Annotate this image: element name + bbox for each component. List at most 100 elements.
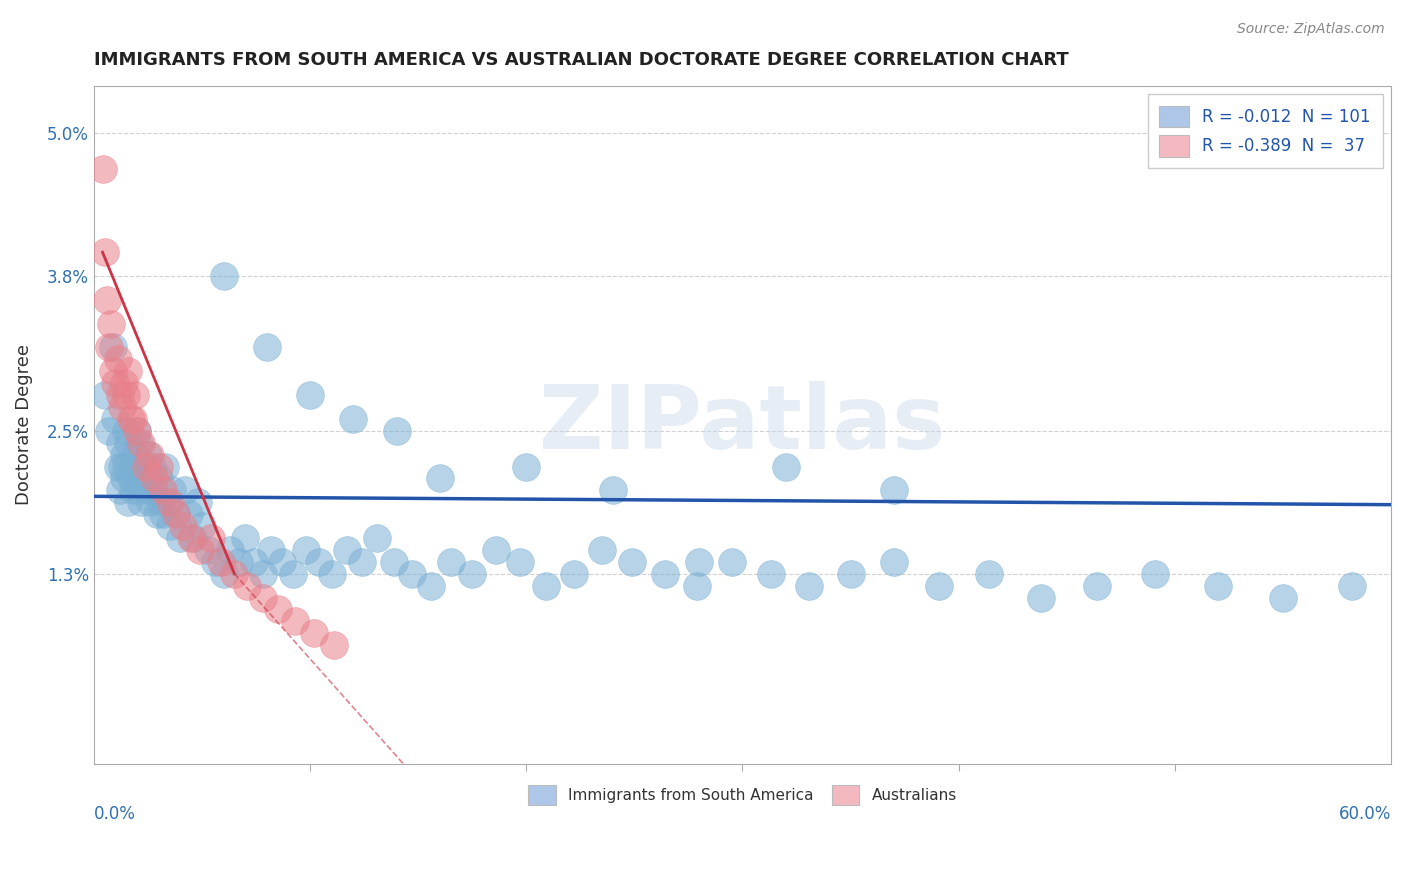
Point — [93, 245, 115, 260]
Point — [173, 483, 195, 498]
Point — [243, 555, 266, 569]
Point — [799, 579, 821, 593]
Point — [883, 555, 905, 569]
Point — [191, 519, 214, 533]
Point — [107, 459, 129, 474]
Point — [883, 483, 905, 498]
Y-axis label: Doctorate Degree: Doctorate Degree — [15, 344, 32, 506]
Point — [121, 412, 143, 426]
Point — [108, 435, 131, 450]
Point — [366, 531, 388, 545]
Point — [93, 388, 115, 402]
Point — [271, 555, 294, 569]
Point — [515, 459, 537, 474]
Point — [839, 566, 862, 581]
Point — [131, 435, 153, 450]
Point — [1144, 566, 1167, 581]
Point — [149, 495, 172, 509]
Point — [233, 531, 256, 545]
Point — [322, 638, 344, 652]
Point — [127, 424, 149, 438]
Point — [100, 317, 122, 331]
Point — [260, 543, 283, 558]
Point — [181, 531, 204, 545]
Point — [120, 471, 142, 485]
Point — [219, 543, 242, 558]
Point — [148, 471, 170, 485]
Point — [224, 566, 246, 581]
Point — [143, 471, 166, 485]
Point — [108, 388, 131, 402]
Point — [111, 459, 134, 474]
Point — [141, 459, 163, 474]
Point — [121, 459, 143, 474]
Point — [304, 626, 326, 640]
Point — [281, 566, 304, 581]
Point — [104, 376, 127, 391]
Point — [1085, 579, 1108, 593]
Point — [120, 412, 142, 426]
Point — [136, 471, 159, 485]
Point — [212, 268, 235, 283]
Point — [602, 483, 624, 498]
Point — [131, 471, 153, 485]
Point — [139, 448, 162, 462]
Point — [177, 507, 200, 521]
Point — [342, 412, 364, 426]
Point — [139, 495, 162, 509]
Point — [534, 579, 557, 593]
Point — [1206, 579, 1229, 593]
Point — [128, 483, 150, 498]
Point — [152, 483, 174, 498]
Point — [197, 543, 219, 558]
Point — [654, 566, 676, 581]
Point — [180, 531, 202, 545]
Point — [103, 364, 125, 378]
Point — [135, 483, 157, 498]
Legend: Immigrants from South America, Australians: Immigrants from South America, Australia… — [522, 779, 963, 811]
Point — [236, 579, 259, 593]
Text: IMMIGRANTS FROM SOUTH AMERICA VS AUSTRALIAN DOCTORATE DEGREE CORRELATION CHART: IMMIGRANTS FROM SOUTH AMERICA VS AUSTRAL… — [94, 51, 1069, 69]
Point — [228, 555, 250, 569]
Point — [212, 566, 235, 581]
Point — [252, 591, 274, 605]
Point — [156, 495, 179, 509]
Point — [209, 555, 232, 569]
Point — [115, 388, 138, 402]
Point — [1029, 591, 1052, 605]
Point — [135, 459, 157, 474]
Point — [124, 448, 146, 462]
Point — [321, 566, 343, 581]
Point — [420, 579, 443, 593]
Point — [621, 555, 644, 569]
Point — [136, 448, 159, 462]
Point — [775, 459, 797, 474]
Point — [132, 459, 155, 474]
Point — [143, 483, 166, 498]
Point — [686, 579, 709, 593]
Point — [172, 519, 194, 533]
Point — [382, 555, 405, 569]
Point — [107, 352, 129, 367]
Point — [1271, 591, 1294, 605]
Point — [145, 507, 167, 521]
Point — [117, 495, 139, 509]
Point — [98, 424, 121, 438]
Point — [439, 555, 461, 569]
Point — [112, 471, 135, 485]
Point — [111, 400, 134, 414]
Point — [124, 471, 146, 485]
Point — [294, 543, 316, 558]
Point — [385, 424, 408, 438]
Point — [591, 543, 613, 558]
Point — [169, 531, 191, 545]
Point — [128, 435, 150, 450]
Point — [350, 555, 373, 569]
Point — [103, 341, 125, 355]
Point — [127, 424, 149, 438]
Point — [200, 531, 222, 545]
Text: 60.0%: 60.0% — [1339, 805, 1391, 823]
Point — [121, 483, 143, 498]
Point — [485, 543, 508, 558]
Point — [159, 495, 181, 509]
